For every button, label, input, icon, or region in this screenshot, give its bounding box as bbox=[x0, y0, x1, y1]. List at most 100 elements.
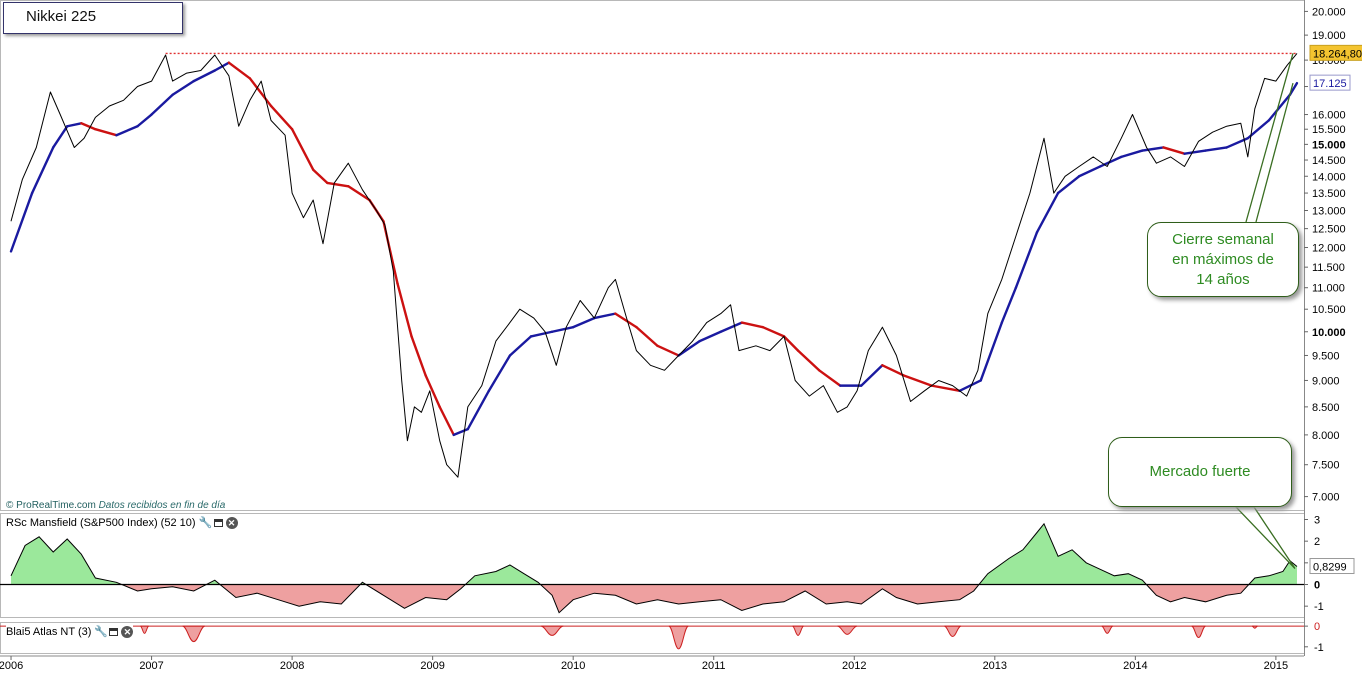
source-note: Datos recibidos en fin de día bbox=[98, 500, 226, 511]
moving-average-segment bbox=[192, 69, 217, 83]
y-tick-label: 20.000 bbox=[1312, 6, 1346, 18]
y-tick-label: 8.500 bbox=[1312, 402, 1340, 414]
moving-average-segment bbox=[740, 321, 765, 329]
y-tick-label: 8.000 bbox=[1312, 430, 1340, 442]
x-tick-label: 2015 bbox=[1264, 660, 1288, 672]
moving-average-segment bbox=[94, 128, 118, 137]
moving-average-segment bbox=[1014, 231, 1039, 289]
y-tick-label: 13.000 bbox=[1312, 206, 1346, 218]
moving-average-segment bbox=[782, 335, 800, 352]
blai-dip bbox=[668, 625, 689, 650]
moving-average-segment bbox=[761, 325, 786, 338]
moving-average-segment bbox=[136, 113, 153, 128]
callout-pointer bbox=[1245, 53, 1294, 223]
rs-negative-area bbox=[11, 584, 1297, 613]
moving-average-segment bbox=[1288, 81, 1299, 96]
moving-average-segment bbox=[508, 335, 533, 357]
moving-average-segment bbox=[860, 364, 884, 387]
callout-line: 14 años bbox=[1196, 270, 1250, 288]
wrench-icon[interactable]: 🔧 bbox=[198, 517, 213, 529]
x-tick-label: 2009 bbox=[420, 660, 444, 672]
y-tick-label: 19.000 bbox=[1312, 30, 1346, 42]
moving-average-segment bbox=[529, 330, 554, 338]
y-tick-label: 15.500 bbox=[1312, 124, 1346, 136]
weekly-close-callout: Cierre semanal en máximos de 14 años bbox=[1147, 222, 1299, 297]
rs-series-line bbox=[10, 522, 1298, 614]
chart-title: Nikkei 225 bbox=[3, 2, 183, 34]
y-tick-label: 7.500 bbox=[1312, 460, 1340, 472]
y-tick-label: 7.000 bbox=[1312, 492, 1340, 504]
y-tick-label: 12.500 bbox=[1312, 224, 1346, 236]
window-icon[interactable] bbox=[213, 519, 223, 527]
blai-dip bbox=[540, 625, 564, 636]
y-tick-label: 11.000 bbox=[1312, 283, 1345, 295]
moving-average-segment bbox=[677, 339, 701, 357]
wrench-icon[interactable]: 🔧 bbox=[94, 626, 109, 638]
moving-average-segment bbox=[1141, 146, 1165, 152]
y-tick-label: 14.500 bbox=[1312, 155, 1346, 167]
rs-y-tick-label: 0 bbox=[1314, 580, 1320, 592]
moving-average-segment bbox=[1267, 93, 1292, 122]
source-brand: © ProRealTime.com bbox=[6, 500, 96, 511]
y-tick-label: 15.000 bbox=[1312, 139, 1346, 151]
price-series-line bbox=[10, 53, 1298, 478]
moving-average-segment bbox=[1077, 165, 1102, 178]
moving-average-segment bbox=[719, 321, 744, 333]
blai-panel-header: Blai5 Atlas NT (3) 🔧 ✕ bbox=[6, 625, 134, 639]
data-source: © ProRealTime.com Datos recibidos en fin… bbox=[6, 500, 225, 511]
blai-dip bbox=[792, 625, 804, 636]
y-tick-label: 16.000 bbox=[1312, 110, 1346, 122]
callout-pointer bbox=[1234, 506, 1296, 569]
window-icon[interactable] bbox=[109, 628, 119, 636]
rs-last-tag bbox=[1309, 558, 1355, 575]
moving-average-segment bbox=[290, 128, 315, 171]
close-icon[interactable]: ✕ bbox=[225, 517, 238, 529]
y-tick-label: 11.500 bbox=[1312, 262, 1345, 274]
x-tick-label: 2007 bbox=[139, 660, 163, 672]
rs-panel-header: RSc Mansfield (S&P500 Index) (52 10) 🔧 ✕ bbox=[6, 516, 238, 530]
moving-average-segment bbox=[424, 374, 441, 409]
y-tick-label: 10.500 bbox=[1312, 304, 1346, 316]
moving-average-segment bbox=[979, 321, 1004, 382]
moving-average-segment bbox=[213, 61, 231, 72]
moving-average-segment bbox=[487, 354, 512, 393]
x-tick-label: 2012 bbox=[842, 660, 866, 672]
blai-dip bbox=[1101, 625, 1114, 634]
rs-y-tick-label: 2 bbox=[1314, 536, 1320, 548]
blai-dip bbox=[140, 625, 149, 634]
moving-average-segment bbox=[466, 389, 491, 431]
last-ma-tag bbox=[1309, 74, 1351, 91]
last-price-label: 18.264,80 bbox=[1313, 48, 1362, 60]
x-tick-label: 2014 bbox=[1123, 660, 1147, 672]
moving-average-segment bbox=[347, 185, 371, 202]
rs-y-tick-label: -1 bbox=[1314, 601, 1324, 613]
y-tick-label: 13.500 bbox=[1312, 188, 1346, 200]
rs-panel-title: RSc Mansfield (S&P500 Index) (52 10) bbox=[6, 517, 196, 529]
rs-y-tick-label: 3 bbox=[1314, 515, 1320, 527]
moving-average-segment bbox=[30, 146, 55, 195]
moving-average-segment bbox=[571, 316, 596, 329]
y-tick-label: 12.000 bbox=[1312, 242, 1346, 254]
y-tick-label: 14.000 bbox=[1312, 171, 1346, 183]
x-tick-label: 2010 bbox=[561, 660, 585, 672]
blai-dip bbox=[182, 625, 206, 643]
moving-average-segment bbox=[1056, 175, 1081, 195]
moving-average-segment bbox=[550, 325, 575, 333]
close-icon[interactable]: ✕ bbox=[121, 626, 134, 638]
x-tick-label: 2006 bbox=[0, 660, 23, 672]
moving-average-segment bbox=[248, 77, 273, 108]
moving-average-segment bbox=[311, 168, 329, 185]
blai-panel-title: Blai5 Atlas NT (3) bbox=[6, 626, 92, 638]
callout-text: Mercado fuerte bbox=[1149, 463, 1251, 480]
moving-average-segment bbox=[881, 364, 905, 377]
moving-average-segment bbox=[1000, 286, 1018, 324]
moving-average-segment bbox=[902, 374, 933, 387]
last-price-tag bbox=[1309, 44, 1362, 61]
moving-average-segment bbox=[269, 104, 294, 131]
moving-average-segment bbox=[593, 312, 617, 320]
moving-average-segment bbox=[1183, 149, 1207, 155]
last-ma-label: 17.125 bbox=[1313, 78, 1347, 90]
moving-average-segment bbox=[115, 125, 139, 137]
